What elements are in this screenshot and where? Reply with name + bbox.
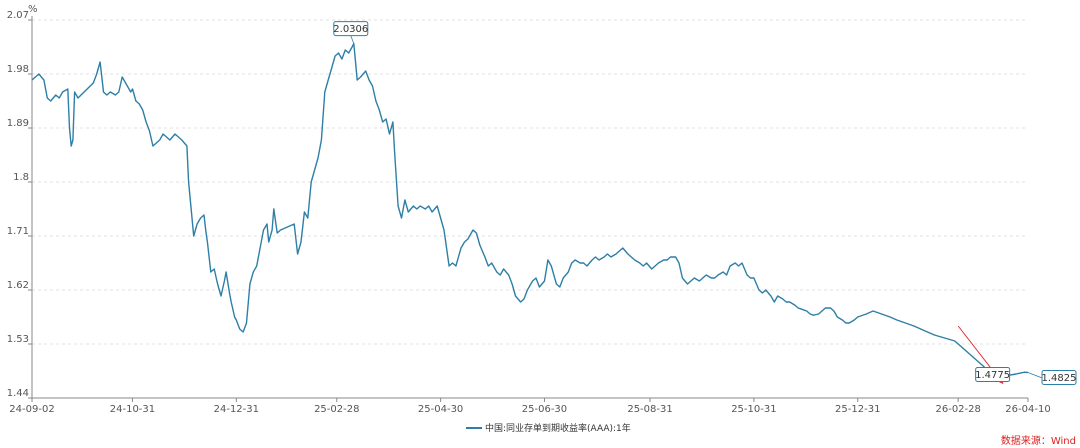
gridlines xyxy=(32,19,1028,345)
y-tick-label: 2.07 xyxy=(7,10,29,21)
x-tick-label: 25-10-31 xyxy=(731,404,776,415)
x-tick-label: 25-06-30 xyxy=(522,404,567,415)
callout-leader xyxy=(350,35,355,44)
callout-box xyxy=(1041,370,1077,385)
y-tick-label: 1.62 xyxy=(7,280,29,291)
data-source-label: 数据来源：Wind xyxy=(1001,434,1076,447)
y-axis: 2.07 1.98 1.89 1.8 1.71 1.62 1.53 1.44 xyxy=(7,10,33,399)
legend-label: 中国:同业存单到期收益率(AAA):1年 xyxy=(485,422,631,434)
callout-box xyxy=(975,367,1011,382)
callout-label: 2.0306 xyxy=(333,24,368,35)
annotations: 2.0306 1.4775 1.4825 xyxy=(333,21,1077,385)
callout-label: 1.4825 xyxy=(1042,373,1077,384)
y-tick-label: 1.71 xyxy=(7,226,29,237)
y-tick-label: 1.98 xyxy=(7,64,29,75)
y-tick-label: 1.44 xyxy=(7,388,29,399)
x-tick-label: 25-04-30 xyxy=(418,404,463,415)
series-group xyxy=(31,42,1029,377)
y-tick-label: 1.89 xyxy=(7,118,29,129)
x-tick-label: 26-02-28 xyxy=(935,404,980,415)
x-tick-label: 25-12-31 xyxy=(835,404,880,415)
x-tick-label: 24-10-31 xyxy=(110,404,155,415)
callout-box xyxy=(333,21,369,37)
x-tick-label: 24-09-02 xyxy=(9,404,54,415)
series-line xyxy=(31,42,1029,377)
x-tick-label: 25-02-28 xyxy=(314,404,359,415)
x-tick-label: 25-08-31 xyxy=(627,404,672,415)
y-tick-label: 1.8 xyxy=(13,172,29,183)
y-tick-label: 1.53 xyxy=(7,334,29,345)
x-tick-label: 24-12-31 xyxy=(214,404,259,415)
callout-label: 1.4775 xyxy=(975,370,1010,381)
x-tick-label: 26-04-10 xyxy=(1005,404,1050,415)
y-unit-label: % xyxy=(28,4,38,15)
legend[interactable]: 中国:同业存单到期收益率(AAA):1年 xyxy=(466,422,631,434)
x-axis: 24-09-02 24-10-31 24-12-31 25-02-28 25-04-30… xyxy=(9,397,1051,415)
